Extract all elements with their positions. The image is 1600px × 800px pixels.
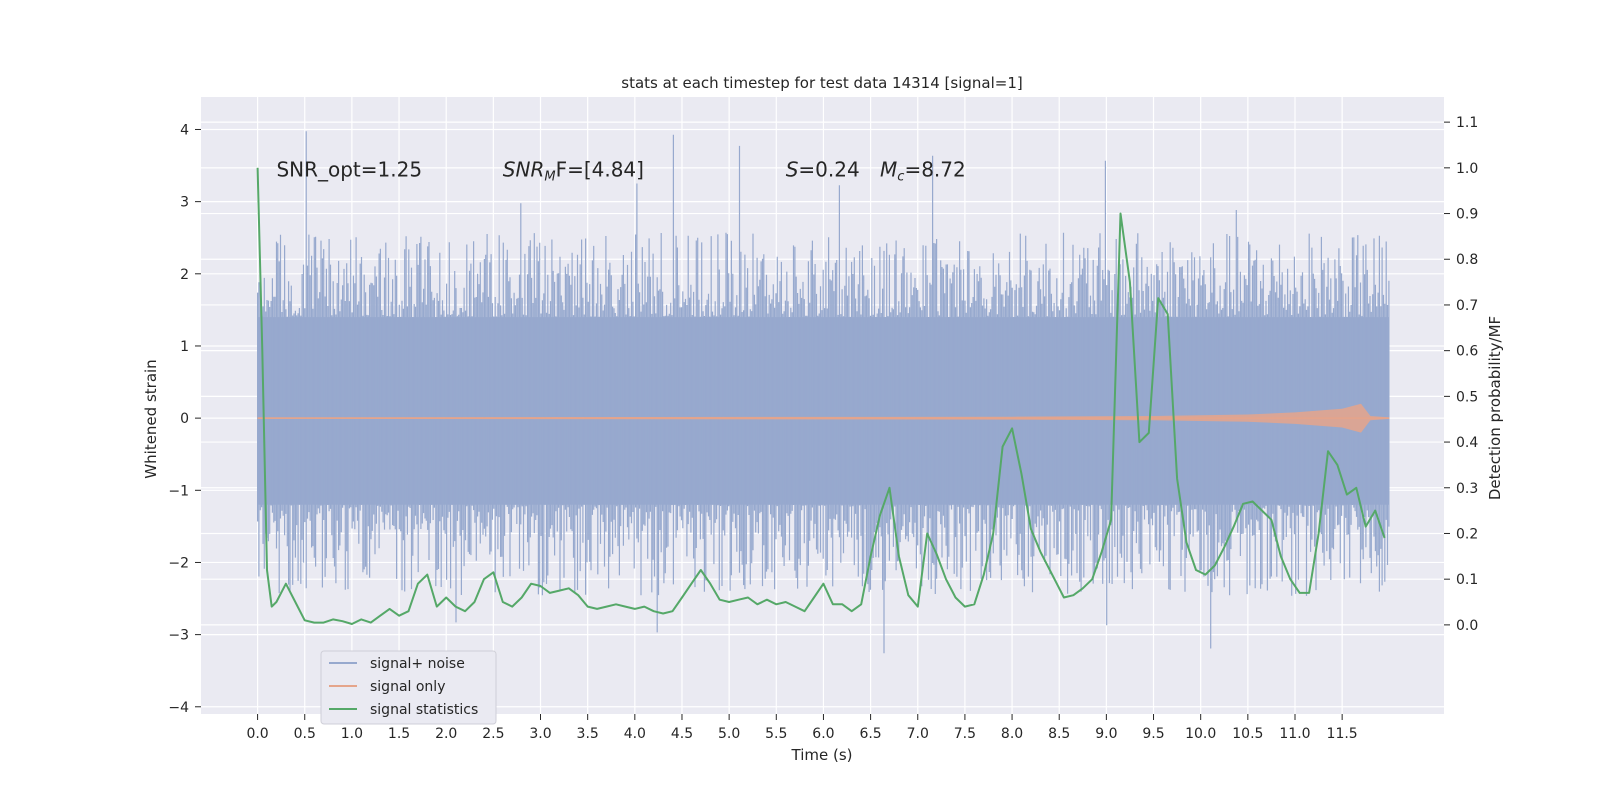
signal-noise-series <box>257 131 1390 654</box>
y-left-tick-label: −4 <box>168 700 189 716</box>
annotation-part: F=[4.84] <box>556 157 644 181</box>
y-left-tick-label: 0 <box>180 411 189 427</box>
legend-label-signal: signal only <box>370 679 445 695</box>
annotation-part: c <box>897 169 904 184</box>
y-right-tick-label: 0.3 <box>1456 481 1478 497</box>
y-left-tick-label: −2 <box>168 555 189 571</box>
annotation: S=0.24 <box>786 157 860 181</box>
y-right-axis-ticks: 0.0 0.1 0.2 0.3 0.4 0.5 0.6 0.7 0.8 0.9 1.0 1.1 <box>1444 115 1478 634</box>
y-right-tick-label: 0.9 <box>1456 207 1478 223</box>
legend-label-statistics: signal statistics <box>370 702 478 718</box>
annotation: SNRMF=[4.84] <box>503 157 644 184</box>
y-right-tick-label: 1.1 <box>1456 115 1478 131</box>
y-left-tick-label: 3 <box>180 195 189 211</box>
x-tick-label: 7.5 <box>954 726 976 742</box>
x-tick-label: 8.5 <box>1048 726 1070 742</box>
y-right-tick-label: 0.0 <box>1456 618 1478 634</box>
y-left-tick-label: −1 <box>168 483 189 499</box>
x-tick-label: 4.5 <box>671 726 693 742</box>
y-left-axis-ticks: −4 −3 −2 −1 0 1 2 3 4 <box>168 122 201 716</box>
x-tick-label: 5.0 <box>718 726 740 742</box>
x-tick-label: 3.0 <box>529 726 551 742</box>
x-tick-label: 10.5 <box>1232 726 1263 742</box>
chart-title: stats at each timestep for test data 143… <box>621 74 1022 92</box>
legend: signal+ noise signal only signal statist… <box>320 650 497 725</box>
x-tick-label: 2.0 <box>435 726 457 742</box>
legend-label-noise: signal+ noise <box>370 656 465 672</box>
x-tick-label: 6.0 <box>812 726 834 742</box>
x-tick-label: 7.0 <box>907 726 929 742</box>
y-right-axis-label: Detection probability/MF <box>1486 316 1504 500</box>
annotation-part: =8.72 <box>904 157 965 181</box>
annotation-part: S <box>786 157 799 181</box>
x-tick-label: 2.5 <box>482 726 504 742</box>
signal-statistics-series <box>256 167 1386 625</box>
y-right-tick-label: 0.2 <box>1456 526 1478 542</box>
x-axis-label: Time (s) <box>791 746 853 764</box>
y-right-tick-label: 0.7 <box>1456 298 1478 314</box>
y-left-tick-label: 1 <box>180 339 189 355</box>
statistics-line <box>256 167 1386 625</box>
x-tick-label: 3.5 <box>577 726 599 742</box>
annotations: SNR_opt=1.25 SNRMF=[4.84] S=0.24 Mc=8.72 <box>276 157 965 184</box>
y-left-tick-label: 2 <box>180 267 189 283</box>
annotation-part: M <box>880 157 897 181</box>
x-tick-label: 1.0 <box>341 726 363 742</box>
annotation-part: M <box>544 169 555 184</box>
legend-box <box>320 650 497 725</box>
y-left-tick-label: −3 <box>168 628 189 644</box>
y-right-tick-label: 0.5 <box>1456 389 1478 405</box>
signal-only-series <box>257 403 1390 433</box>
annotation-part: SNR_opt=1.25 <box>276 157 422 181</box>
annotation-part: =0.24 <box>798 157 859 181</box>
x-tick-label: 0.5 <box>294 726 316 742</box>
x-tick-label: 5.5 <box>765 726 787 742</box>
x-tick-label: 9.0 <box>1095 726 1117 742</box>
x-tick-label: 11.5 <box>1327 726 1358 742</box>
y-right-tick-label: 0.8 <box>1456 252 1478 268</box>
x-axis-ticks: 0.0 0.5 1.0 1.5 2.0 2.5 3.0 3.5 4.0 4.5 5.0 5.5 6.0 6… <box>246 714 1358 742</box>
x-tick-label: 0.0 <box>246 726 268 742</box>
annotation: SNR_opt=1.25 <box>276 157 422 181</box>
x-tick-label: 6.5 <box>859 726 881 742</box>
annotation: Mc=8.72 <box>880 157 966 184</box>
y-right-tick-label: 0.4 <box>1456 435 1478 451</box>
y-left-axis-label: Whitened strain <box>142 359 160 478</box>
x-tick-label: 11.0 <box>1279 726 1310 742</box>
y-left-tick-label: 4 <box>180 122 189 138</box>
y-right-tick-label: 1.0 <box>1456 161 1478 177</box>
y-right-tick-label: 0.6 <box>1456 344 1478 360</box>
y-right-tick-label: 0.1 <box>1456 572 1478 588</box>
annotation-part: SNR <box>503 157 545 181</box>
x-tick-label: 9.5 <box>1142 726 1164 742</box>
x-tick-label: 10.0 <box>1185 726 1216 742</box>
x-tick-label: 4.0 <box>624 726 646 742</box>
x-tick-label: 1.5 <box>388 726 410 742</box>
x-tick-label: 8.0 <box>1001 726 1023 742</box>
